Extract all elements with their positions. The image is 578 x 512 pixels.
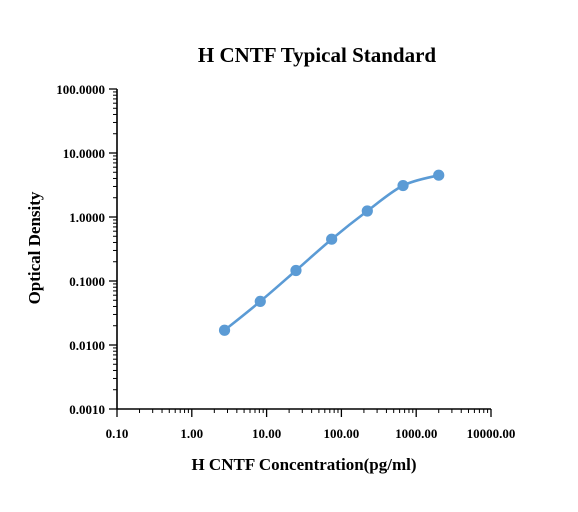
axes <box>116 89 491 410</box>
data-point <box>397 179 409 192</box>
x-tick-label: 1.00 <box>180 426 203 441</box>
y-tick-label: 1.0000 <box>69 210 105 225</box>
x-axis-label: H CNTF Concentration(pg/ml) <box>191 455 416 474</box>
chart-title: H CNTF Typical Standard <box>198 43 437 67</box>
data-point <box>326 233 338 245</box>
series-line <box>223 173 440 332</box>
x-tick-label: 10.00 <box>252 426 281 441</box>
y-tick-label: 0.0010 <box>69 402 105 417</box>
data-point <box>433 169 445 181</box>
y-tick-label: 100.0000 <box>56 82 105 97</box>
x-tick-label: 1000.00 <box>395 426 437 441</box>
y-axis-label: Optical Density <box>25 191 44 304</box>
data-point <box>254 295 266 308</box>
y-ticks: 0.0010 0.0100 0.1000 1.0000 10.0000 100.0000 <box>56 82 117 417</box>
data-point <box>290 264 302 277</box>
y-tick-label: 0.1000 <box>69 274 105 289</box>
y-tick-label: 0.0100 <box>69 338 105 353</box>
x-tick-label: 0.10 <box>106 426 129 441</box>
x-tick-label: 10000.00 <box>467 426 516 441</box>
data-point <box>361 205 373 217</box>
x-ticks: 0.10 1.00 10.00 100.00 1000.00 10000.00 <box>106 409 516 441</box>
plot-area <box>218 169 445 336</box>
y-tick-label: 10.0000 <box>63 146 105 161</box>
x-tick-label: 100.00 <box>324 426 360 441</box>
data-point <box>218 324 231 336</box>
